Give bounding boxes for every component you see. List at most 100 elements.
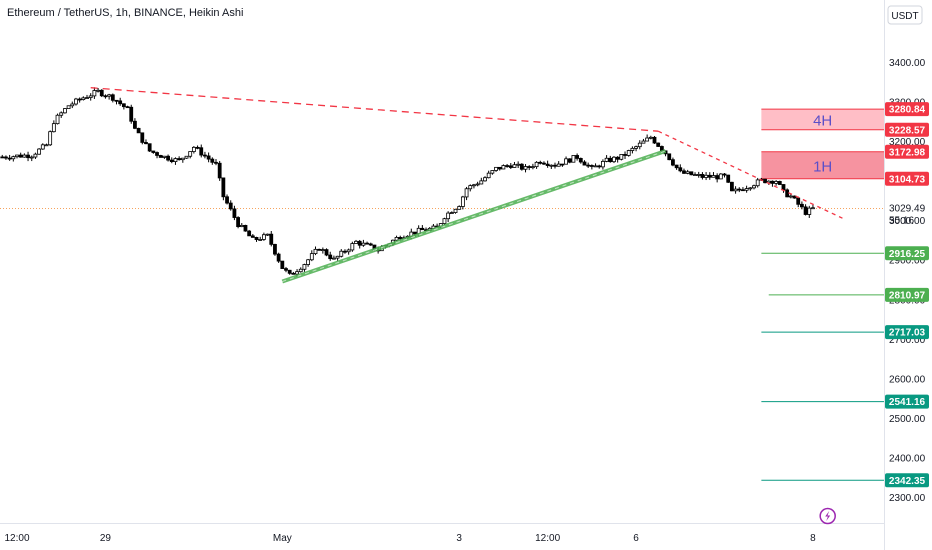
- candle-body: [99, 89, 104, 97]
- candle-body: [177, 158, 182, 161]
- candle-body: [7, 157, 12, 160]
- candle-body: [18, 154, 23, 158]
- candle-body: [398, 237, 403, 240]
- candle-body: [276, 253, 281, 262]
- candle-body: [788, 195, 793, 198]
- candle-body: [144, 142, 148, 145]
- currency-button[interactable]: USDT: [887, 5, 923, 25]
- candle-body: [77, 98, 82, 101]
- candle: [449, 211, 454, 214]
- candle-body: [232, 208, 237, 218]
- candle: [678, 164, 683, 173]
- candle-body: [287, 269, 292, 274]
- candle: [641, 138, 646, 144]
- candle: [22, 153, 27, 158]
- candle: [707, 172, 712, 180]
- candle-body: [114, 99, 119, 102]
- candle-body: [306, 259, 311, 265]
- candle: [125, 105, 130, 109]
- candle-body: [534, 161, 539, 168]
- candle-body: [74, 98, 78, 105]
- candle-body: [357, 240, 362, 246]
- candle: [335, 255, 340, 261]
- candle: [357, 239, 362, 249]
- flash-icon-bolt: [825, 511, 831, 521]
- price-level-label: 2810.97: [885, 287, 929, 302]
- candle-body: [516, 163, 521, 166]
- candle-body: [239, 224, 244, 228]
- candle-body: [195, 146, 200, 149]
- candle-body: [261, 234, 266, 240]
- levels: [0, 208, 884, 481]
- candle: [339, 249, 344, 258]
- candle: [284, 266, 288, 273]
- candle-body: [11, 156, 16, 160]
- candle-body: [755, 179, 760, 187]
- candle: [74, 97, 78, 106]
- candle-body: [151, 150, 156, 153]
- candle-body: [48, 131, 53, 146]
- candle: [228, 200, 233, 211]
- candle-body: [92, 90, 97, 97]
- overlay: Ethereum / TetherUS, 1h, BINANCE, Heikin…: [7, 7, 836, 525]
- candle: [155, 151, 159, 159]
- price-level-label: 3228.57: [885, 122, 929, 137]
- candle: [770, 180, 775, 187]
- candle-body: [33, 153, 38, 158]
- candle: [700, 172, 705, 180]
- candle: [630, 146, 635, 154]
- candle-body: [169, 159, 174, 163]
- candle: [169, 157, 174, 164]
- candle: [667, 153, 672, 161]
- candle-body: [612, 156, 616, 163]
- candle: [177, 156, 182, 161]
- candle: [343, 249, 347, 254]
- candle: [589, 164, 594, 170]
- candle-body: [22, 154, 27, 158]
- price-level-text: 2810.97: [889, 290, 926, 301]
- price-level-label: 2342.35: [885, 473, 929, 488]
- candle-body: [188, 151, 193, 157]
- candle-body: [155, 152, 159, 156]
- candle: [704, 172, 708, 181]
- candle-body: [777, 181, 782, 185]
- candle: [718, 173, 723, 180]
- candle-body: [468, 185, 473, 190]
- candle-body: [796, 197, 801, 205]
- price-level-label: 3172.98: [885, 144, 929, 159]
- candle-body: [206, 155, 211, 160]
- candle-body: [593, 165, 598, 168]
- time-tick-label: May: [273, 533, 292, 544]
- candle-body: [284, 268, 288, 271]
- candle: [365, 241, 369, 245]
- candle-body: [597, 165, 602, 168]
- candle-body: [324, 249, 329, 256]
- candle: [184, 155, 189, 159]
- candle-body: [158, 155, 163, 158]
- price-level-tag: [885, 246, 929, 261]
- candle: [147, 143, 152, 153]
- candle: [519, 163, 524, 171]
- candle-body: [693, 174, 697, 177]
- candle-body: [645, 137, 650, 142]
- candle: [785, 188, 790, 198]
- candle: [807, 205, 812, 218]
- candle-body: [752, 185, 756, 189]
- price-level-label: 3104.73: [885, 171, 929, 186]
- candle-body: [225, 196, 229, 204]
- candle-body: [110, 94, 115, 101]
- price-axis[interactable]: 3400.003300.003200.003100.003000.002900.…: [884, 0, 932, 550]
- candle-body: [203, 154, 207, 157]
- candle: [136, 127, 141, 134]
- zones: 4H 1H: [761, 108, 884, 180]
- candle: [11, 155, 16, 162]
- candle-body: [656, 142, 661, 147]
- candle: [545, 160, 550, 168]
- candle-body: [70, 103, 75, 107]
- flash-icon[interactable]: [819, 507, 836, 525]
- candle: [269, 230, 274, 247]
- candle: [523, 164, 528, 173]
- candle: [140, 132, 145, 145]
- price-level-label: 2916.25: [885, 246, 929, 261]
